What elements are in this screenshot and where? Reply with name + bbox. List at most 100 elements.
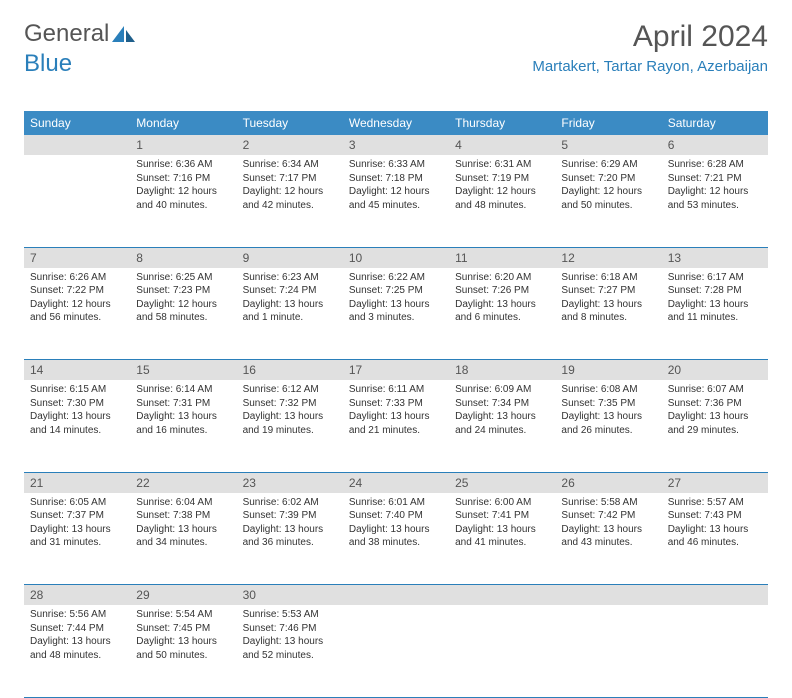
day-number-row: 78910111213 <box>24 247 768 268</box>
day-cell: Sunrise: 6:09 AMSunset: 7:34 PMDaylight:… <box>449 380 555 472</box>
day-number: 28 <box>24 585 130 606</box>
day-details: Sunrise: 6:08 AMSunset: 7:35 PMDaylight:… <box>555 380 661 443</box>
sunrise-text: Sunrise: 6:31 AM <box>455 158 549 172</box>
day-content-row: Sunrise: 6:36 AMSunset: 7:16 PMDaylight:… <box>24 155 768 247</box>
sunset-text: Sunset: 7:46 PM <box>243 622 337 636</box>
day-number: 13 <box>662 247 768 268</box>
day-number: 9 <box>237 247 343 268</box>
daylight-text: Daylight: 13 hours <box>243 298 337 312</box>
day-cell: Sunrise: 6:22 AMSunset: 7:25 PMDaylight:… <box>343 268 449 360</box>
sunrise-text: Sunrise: 6:11 AM <box>349 383 443 397</box>
sunrise-text: Sunrise: 6:07 AM <box>668 383 762 397</box>
daylight-text: and 6 minutes. <box>455 311 549 325</box>
daylight-text: and 42 minutes. <box>243 199 337 213</box>
day-cell: Sunrise: 6:01 AMSunset: 7:40 PMDaylight:… <box>343 493 449 585</box>
day-number: 30 <box>237 585 343 606</box>
sunset-text: Sunset: 7:21 PM <box>668 172 762 186</box>
day-details: Sunrise: 6:36 AMSunset: 7:16 PMDaylight:… <box>130 155 236 218</box>
weekday-header: Tuesday <box>237 111 343 135</box>
sunrise-text: Sunrise: 5:58 AM <box>561 496 655 510</box>
day-cell: Sunrise: 6:33 AMSunset: 7:18 PMDaylight:… <box>343 155 449 247</box>
day-number: 23 <box>237 472 343 493</box>
sunrise-text: Sunrise: 6:09 AM <box>455 383 549 397</box>
daylight-text: Daylight: 12 hours <box>668 185 762 199</box>
day-details: Sunrise: 6:05 AMSunset: 7:37 PMDaylight:… <box>24 493 130 556</box>
day-number: 10 <box>343 247 449 268</box>
day-number: 5 <box>555 135 661 155</box>
day-number: 6 <box>662 135 768 155</box>
day-number: 12 <box>555 247 661 268</box>
daylight-text: and 26 minutes. <box>561 424 655 438</box>
daylight-text: Daylight: 13 hours <box>349 523 443 537</box>
sunrise-text: Sunrise: 6:20 AM <box>455 271 549 285</box>
daylight-text: and 48 minutes. <box>30 649 124 663</box>
daylight-text: and 19 minutes. <box>243 424 337 438</box>
sunrise-text: Sunrise: 6:22 AM <box>349 271 443 285</box>
day-details: Sunrise: 6:09 AMSunset: 7:34 PMDaylight:… <box>449 380 555 443</box>
day-number: 17 <box>343 360 449 381</box>
weekday-header: Thursday <box>449 111 555 135</box>
daylight-text: Daylight: 13 hours <box>455 410 549 424</box>
sunrise-text: Sunrise: 6:05 AM <box>30 496 124 510</box>
day-details: Sunrise: 6:18 AMSunset: 7:27 PMDaylight:… <box>555 268 661 331</box>
day-cell: Sunrise: 6:17 AMSunset: 7:28 PMDaylight:… <box>662 268 768 360</box>
daylight-text: Daylight: 13 hours <box>668 410 762 424</box>
sunrise-text: Sunrise: 6:15 AM <box>30 383 124 397</box>
sunrise-text: Sunrise: 6:17 AM <box>668 271 762 285</box>
sunset-text: Sunset: 7:20 PM <box>561 172 655 186</box>
day-cell: Sunrise: 5:57 AMSunset: 7:43 PMDaylight:… <box>662 493 768 585</box>
sunrise-text: Sunrise: 6:36 AM <box>136 158 230 172</box>
day-number: 22 <box>130 472 236 493</box>
daylight-text: Daylight: 13 hours <box>668 523 762 537</box>
weekday-header-row: Sunday Monday Tuesday Wednesday Thursday… <box>24 111 768 135</box>
daylight-text: Daylight: 13 hours <box>561 410 655 424</box>
daylight-text: Daylight: 13 hours <box>349 298 443 312</box>
day-details: Sunrise: 6:22 AMSunset: 7:25 PMDaylight:… <box>343 268 449 331</box>
daylight-text: Daylight: 12 hours <box>561 185 655 199</box>
sunrise-text: Sunrise: 6:01 AM <box>349 496 443 510</box>
daylight-text: Daylight: 13 hours <box>136 523 230 537</box>
day-details: Sunrise: 5:58 AMSunset: 7:42 PMDaylight:… <box>555 493 661 556</box>
month-title: April 2024 <box>532 20 768 54</box>
sunrise-text: Sunrise: 6:02 AM <box>243 496 337 510</box>
day-cell: Sunrise: 6:04 AMSunset: 7:38 PMDaylight:… <box>130 493 236 585</box>
day-number-row: 21222324252627 <box>24 472 768 493</box>
day-details: Sunrise: 6:26 AMSunset: 7:22 PMDaylight:… <box>24 268 130 331</box>
sunset-text: Sunset: 7:36 PM <box>668 397 762 411</box>
daylight-text: and 11 minutes. <box>668 311 762 325</box>
day-number: 19 <box>555 360 661 381</box>
daylight-text: and 14 minutes. <box>30 424 124 438</box>
day-cell: Sunrise: 6:23 AMSunset: 7:24 PMDaylight:… <box>237 268 343 360</box>
sunset-text: Sunset: 7:34 PM <box>455 397 549 411</box>
day-details: Sunrise: 6:15 AMSunset: 7:30 PMDaylight:… <box>24 380 130 443</box>
sunset-text: Sunset: 7:32 PM <box>243 397 337 411</box>
calendar-table: Sunday Monday Tuesday Wednesday Thursday… <box>24 111 768 698</box>
daylight-text: Daylight: 12 hours <box>136 185 230 199</box>
daylight-text: and 16 minutes. <box>136 424 230 438</box>
day-details: Sunrise: 6:00 AMSunset: 7:41 PMDaylight:… <box>449 493 555 556</box>
sunrise-text: Sunrise: 6:25 AM <box>136 271 230 285</box>
day-details: Sunrise: 6:11 AMSunset: 7:33 PMDaylight:… <box>343 380 449 443</box>
sunset-text: Sunset: 7:43 PM <box>668 509 762 523</box>
header: General April 2024 Martakert, Tartar Ray… <box>24 20 768 75</box>
day-details: Sunrise: 6:33 AMSunset: 7:18 PMDaylight:… <box>343 155 449 218</box>
day-cell: Sunrise: 6:34 AMSunset: 7:17 PMDaylight:… <box>237 155 343 247</box>
sunset-text: Sunset: 7:19 PM <box>455 172 549 186</box>
sunrise-text: Sunrise: 6:12 AM <box>243 383 337 397</box>
daylight-text: Daylight: 13 hours <box>349 410 443 424</box>
daylight-text: Daylight: 12 hours <box>349 185 443 199</box>
sunrise-text: Sunrise: 6:23 AM <box>243 271 337 285</box>
sunset-text: Sunset: 7:25 PM <box>349 284 443 298</box>
sunset-text: Sunset: 7:41 PM <box>455 509 549 523</box>
location: Martakert, Tartar Rayon, Azerbaijan <box>532 58 768 75</box>
daylight-text: and 50 minutes. <box>561 199 655 213</box>
sunset-text: Sunset: 7:24 PM <box>243 284 337 298</box>
day-details: Sunrise: 6:14 AMSunset: 7:31 PMDaylight:… <box>130 380 236 443</box>
daylight-text: and 36 minutes. <box>243 536 337 550</box>
day-cell: Sunrise: 6:36 AMSunset: 7:16 PMDaylight:… <box>130 155 236 247</box>
sunset-text: Sunset: 7:45 PM <box>136 622 230 636</box>
weekday-header: Monday <box>130 111 236 135</box>
sunrise-text: Sunrise: 6:00 AM <box>455 496 549 510</box>
day-number <box>343 585 449 606</box>
sunrise-text: Sunrise: 6:14 AM <box>136 383 230 397</box>
